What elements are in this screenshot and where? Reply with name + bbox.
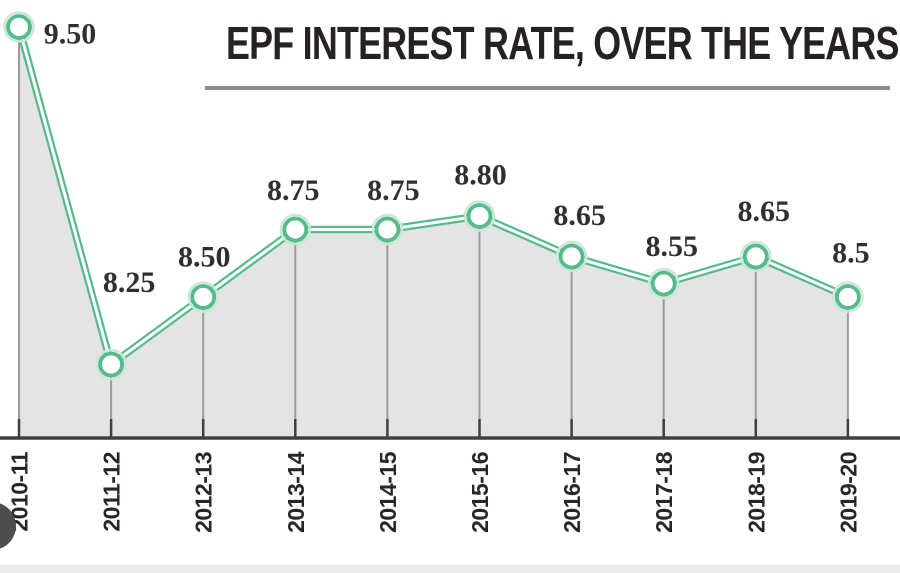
x-axis-label: 2011-12 (99, 452, 125, 532)
value-label: 9.50 (44, 18, 97, 51)
marker-halo (832, 281, 864, 313)
marker-halo (3, 11, 35, 43)
bottom-edge-strip (0, 565, 900, 573)
series-line-core (17, 25, 850, 366)
data-point-marker (374, 216, 401, 243)
value-label: 8.5 (832, 237, 870, 270)
marker-halo (95, 348, 127, 381)
data-point-marker (466, 203, 493, 229)
x-axis-label: 2018-19 (743, 452, 769, 533)
value-label: 8.55 (645, 230, 698, 263)
clipped-corner-logo (0, 502, 16, 550)
value-label: 8.65 (738, 195, 791, 228)
marker-halo (647, 267, 680, 300)
data-point-marker (98, 351, 124, 378)
value-label: 8.80 (454, 159, 507, 192)
data-point-marker (650, 270, 677, 297)
data-point-marker (190, 284, 217, 310)
marker-halo (740, 240, 772, 273)
marker-halo (555, 240, 588, 273)
x-axis-label: 2013-14 (283, 451, 309, 533)
marker-halo (371, 213, 404, 246)
data-point-marker (6, 14, 32, 40)
x-axis-label: 2017-18 (651, 451, 677, 533)
value-label: 8.50 (178, 241, 231, 274)
x-axis-label: 2019-20 (835, 452, 861, 533)
data-point-marker (835, 284, 861, 310)
x-axis-label: 2012-13 (191, 452, 217, 533)
x-axis-label: 2014-15 (375, 451, 401, 533)
area-fill (19, 27, 848, 436)
value-label: 8.75 (267, 174, 320, 207)
data-point-marker (558, 243, 585, 270)
chart-title: EPF INTEREST RATE, OVER THE YEARS (226, 17, 899, 69)
marker-halo (187, 281, 219, 313)
data-point-marker (282, 216, 309, 243)
value-label: 8.65 (553, 199, 606, 232)
value-label: 8.25 (103, 266, 156, 299)
marker-halo (279, 213, 312, 246)
x-axis-label: 2015-16 (467, 452, 493, 533)
marker-halo (463, 200, 496, 232)
value-label: 8.75 (367, 174, 420, 207)
data-point-marker (742, 243, 769, 270)
title-underline (205, 86, 890, 90)
x-axis-label: 2016-17 (559, 452, 585, 533)
